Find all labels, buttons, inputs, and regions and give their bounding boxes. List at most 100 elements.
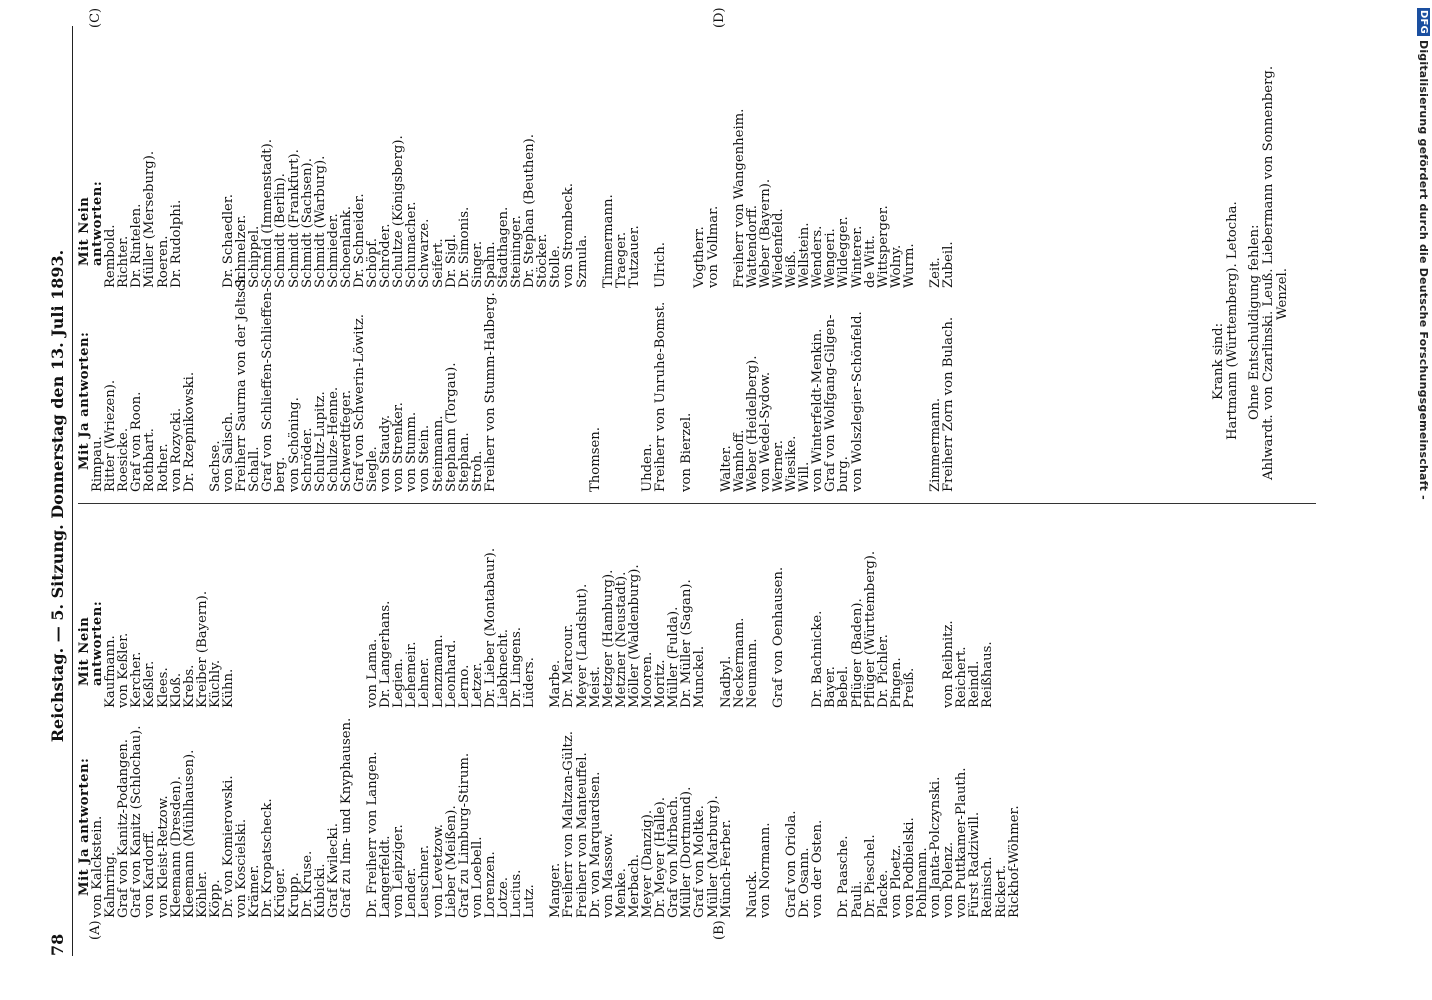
name-entry: Kreiber (Bayern). xyxy=(194,590,210,708)
name-entry: Wolny. xyxy=(888,244,904,288)
name-entry: Dr. von Marquardsen. xyxy=(587,771,603,918)
name-entry: Freiherr von Maltzan-Gültz. xyxy=(561,731,577,918)
name-entry: Keßler. xyxy=(142,660,158,708)
name-entry: Schoenlank. xyxy=(338,206,354,288)
name-entry: Wamhoff. xyxy=(731,429,747,492)
name-entry: von Bierzel. xyxy=(679,412,695,492)
name-entry: Reinisch. xyxy=(980,856,996,918)
dfg-logo: DFG xyxy=(1417,8,1430,36)
krank-names: Hartmann (Württemberg). Letocha. xyxy=(1225,201,1240,440)
name-entry: von Vollmar. xyxy=(705,205,721,288)
name-entry: Freiherr Zorn von Bulach. xyxy=(941,316,957,492)
name-entry: Lenzmann. xyxy=(430,634,446,708)
name-entry: Wittsperger. xyxy=(875,205,891,288)
name-entry: Wurm. xyxy=(901,243,917,288)
name-entry: von Ploetz. xyxy=(888,844,904,918)
page-header: 78 Reichstag. — 5. Sitzung. Donnerstag d… xyxy=(48,36,70,956)
name-entry xyxy=(196,120,209,288)
name-entry: Krüger. xyxy=(273,868,289,918)
name-entry: Graf Kwilecki. xyxy=(325,823,341,918)
name-entry: von Loebell. xyxy=(469,836,485,918)
ohne-names: Ahlwardt. von Czarlinski. Leuß. Lieberma… xyxy=(1261,65,1276,480)
name-entry: Tutzauer. xyxy=(626,225,642,288)
name-entry: von Levetzow. xyxy=(430,824,446,918)
name-entry: Dr. Rzepnikowski. xyxy=(181,371,197,492)
name-entry: Leuschner. xyxy=(417,844,433,918)
name-entry: Dr. Rudolphi. xyxy=(168,199,184,288)
margin-marker-c: (C) xyxy=(88,7,103,28)
name-entry xyxy=(274,540,287,708)
name-entry: Reißhaus. xyxy=(980,641,996,708)
name-entry: Dr. Sigl. xyxy=(443,234,459,288)
name-entry xyxy=(536,324,549,492)
name-entry xyxy=(196,324,209,492)
name-entry xyxy=(864,324,877,492)
name-entry xyxy=(549,324,562,492)
name-entry xyxy=(707,324,720,492)
name-entry: Münch-Ferber. xyxy=(718,819,734,918)
name-entry: Weber (Heidelberg). xyxy=(744,355,760,493)
name-entry xyxy=(340,540,353,708)
name-entry xyxy=(510,324,523,492)
name-entry: Lutz. xyxy=(522,884,538,918)
name-entry: Timmermann. xyxy=(600,194,616,288)
name-entry: Rother. xyxy=(155,443,171,492)
name-entry: Dr. Kruse. xyxy=(299,850,315,918)
name-entry xyxy=(759,540,772,708)
name-entry: Placke. xyxy=(875,869,891,918)
name-entry: Schultz-Lupitz. xyxy=(312,391,328,492)
name-entry: Seifert. xyxy=(430,238,446,288)
margin-marker-d: (D) xyxy=(712,7,727,28)
name-entry xyxy=(497,324,510,492)
name-entry xyxy=(261,540,274,708)
name-entry: burg. xyxy=(836,456,852,492)
page-title: Reichstag. — 5. Sitzung. Donnerstag den … xyxy=(48,249,67,743)
name-entry: Zubeil. xyxy=(941,241,957,288)
name-entry: Pauli. xyxy=(849,880,865,918)
name-entry: Graf zu Limburg-Stirum. xyxy=(456,752,472,918)
name-entry xyxy=(602,324,615,492)
name-entry: Krebs. xyxy=(181,664,197,708)
name-entry: Schmidt (Warburg). xyxy=(312,155,328,288)
name-entry: Stephann (Torgau). xyxy=(443,362,459,492)
name-entry: Schmidt (Sachsen). xyxy=(299,158,315,288)
column-ja-1: Mit Ja antworten: von Kalckstein. Kalmrin… xyxy=(77,718,1022,918)
column-heading: Mit Nein antworten: xyxy=(77,180,106,266)
name-entry: Wattendorff. xyxy=(744,205,760,288)
name-entry: Müller (Merseburg). xyxy=(142,150,158,288)
name-entry xyxy=(720,120,733,288)
name-entry: Schmidt (Berlin). xyxy=(273,173,289,288)
margin-marker-b: (B) xyxy=(712,920,727,940)
column-divider xyxy=(78,503,1316,504)
name-entry: Lehner. xyxy=(417,657,433,708)
name-entry: Singer. xyxy=(469,240,485,288)
column-nein-1: Mit Nein antworten: Kaufmann. von Keßler.… xyxy=(77,540,996,708)
name-entry xyxy=(235,540,248,708)
name-entry: Thomsen. xyxy=(587,427,603,492)
name-entry xyxy=(589,120,602,288)
name-entry: von Wedel-Sydow. xyxy=(757,371,773,492)
name-entry: Graf von Oenhausen. xyxy=(770,566,786,708)
ohne-heading: Ohne Entschuldigung fehlen: xyxy=(1247,224,1262,420)
name-entry xyxy=(288,540,301,708)
name-entry: Pflüger (Baden). xyxy=(849,598,865,708)
header-rule xyxy=(72,26,73,956)
name-entry: Rickert. xyxy=(993,864,1009,918)
sidebar-credit: DFG Digitalisierung gefördert durch die … xyxy=(1417,8,1430,500)
name-entry xyxy=(576,324,589,492)
name-entry: Neumann. xyxy=(744,638,760,708)
name-entry: Wildegger. xyxy=(836,216,852,288)
name-entry: berg. xyxy=(273,456,289,492)
name-entry: Letzer. xyxy=(469,662,485,708)
ohne-names-2: Wenzel. xyxy=(1275,268,1290,320)
name-entry xyxy=(562,324,575,492)
name-entry: Freiherr von Stumm-Halberg. xyxy=(482,292,498,492)
name-entry: Ulrich. xyxy=(653,242,669,288)
name-entry: Szmula. xyxy=(574,234,590,288)
name-entry: Köhler. xyxy=(194,871,210,918)
name-entry: Schwarze. xyxy=(417,218,433,288)
name-entry: Schwerdtfeger. xyxy=(338,389,354,492)
name-entry: von Wolszlegier-Schönfeld. xyxy=(849,311,865,492)
name-entry: Kleemann (Mühlhausen). xyxy=(181,749,197,918)
name-entry: Bebel. xyxy=(836,665,852,708)
